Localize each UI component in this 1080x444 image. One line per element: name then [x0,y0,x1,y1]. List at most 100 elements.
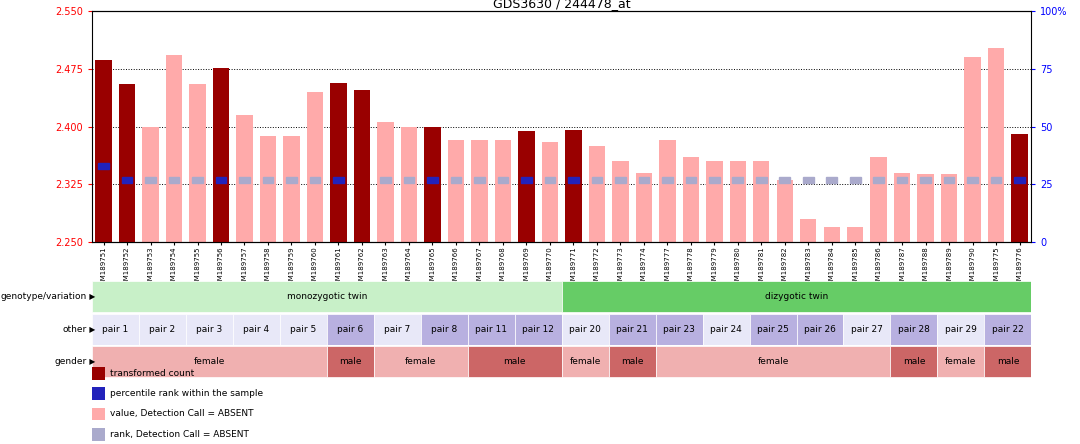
Text: pair 12: pair 12 [522,325,554,334]
Bar [380,177,391,183]
Bar [310,177,321,183]
Bar [145,177,156,183]
Bar [918,174,934,242]
Bar [307,92,323,242]
Text: pair 25: pair 25 [757,325,789,334]
Bar [374,346,468,377]
Bar [498,177,509,183]
Bar [920,177,931,183]
Bar [143,127,159,242]
Bar [777,180,793,242]
Bar [874,177,885,183]
Bar [944,177,955,183]
Bar [166,55,183,242]
Bar [448,139,464,242]
Bar [937,313,985,345]
Bar [544,177,555,183]
Text: pair 27: pair 27 [851,325,883,334]
Bar [92,281,562,313]
Bar [990,177,1001,183]
Text: pair 3: pair 3 [197,325,222,334]
Bar [847,226,863,242]
Bar [139,313,186,345]
Bar [119,84,135,242]
Bar [122,177,133,183]
Text: pair 2: pair 2 [149,325,175,334]
Bar [686,177,697,183]
Bar [800,219,816,242]
Bar [239,177,249,183]
Bar [95,59,111,242]
Bar [756,177,767,183]
Bar [683,157,699,242]
Bar [797,313,843,345]
Bar [964,57,981,242]
Bar [98,163,109,169]
Text: female: female [757,357,788,366]
Bar [592,177,603,183]
Bar [562,313,609,345]
Bar [186,313,233,345]
Bar [826,177,837,183]
Bar [562,346,609,377]
Text: male: male [997,357,1020,366]
Bar [589,146,605,242]
Text: transformed count: transformed count [110,369,194,378]
Bar [326,313,374,345]
Bar [401,127,417,242]
Text: male: male [621,357,644,366]
Bar [706,161,723,242]
Bar [702,313,750,345]
Bar [377,122,393,242]
Text: dizygotic twin: dizygotic twin [765,292,828,301]
Bar [612,161,629,242]
Bar [638,177,649,183]
Text: pair 7: pair 7 [384,325,410,334]
Bar [468,313,515,345]
Bar [374,313,421,345]
Bar [708,177,719,183]
Bar [890,346,937,377]
Bar [988,48,1004,242]
Bar [1012,134,1028,242]
Text: gender: gender [54,357,86,366]
Bar [262,177,273,183]
Text: pair 22: pair 22 [993,325,1024,334]
Bar [750,313,797,345]
Text: ▶: ▶ [87,325,96,334]
Bar [237,115,253,242]
Bar [568,177,579,183]
Bar [330,83,347,242]
Bar [216,177,227,183]
Bar [843,313,890,345]
Bar [421,313,468,345]
Bar [450,177,461,183]
Text: genotype/variation: genotype/variation [0,292,86,301]
Bar [427,177,437,183]
Text: ▶: ▶ [87,292,96,301]
Bar [474,177,485,183]
Bar [260,136,276,242]
Bar [659,139,675,242]
Bar [968,177,978,183]
Bar [662,177,673,183]
Bar [518,131,535,242]
Bar [941,174,957,242]
Bar [168,177,179,183]
Bar [565,131,581,242]
Bar [424,127,441,242]
Bar [286,177,297,183]
Text: pair 20: pair 20 [569,325,602,334]
Bar [92,346,326,377]
Bar [890,313,937,345]
Text: female: female [405,357,436,366]
Bar [233,313,280,345]
Bar [850,177,861,183]
Bar [1014,177,1025,183]
Bar [192,177,203,183]
Bar [656,346,890,377]
Bar [636,173,652,242]
Text: value, Detection Call = ABSENT: value, Detection Call = ABSENT [110,409,254,419]
Text: rank, Detection Call = ABSENT: rank, Detection Call = ABSENT [110,430,249,439]
Bar [894,173,910,242]
